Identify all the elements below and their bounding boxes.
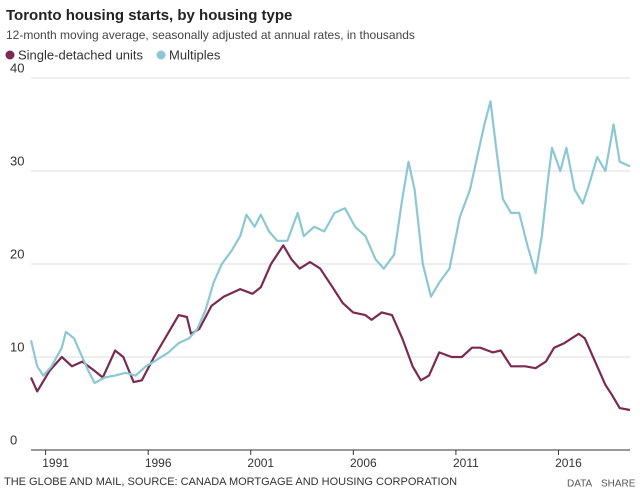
legend-label: Multiples — [169, 47, 221, 62]
y-tick-label: 20 — [10, 246, 24, 261]
y-tick-label: 0 — [10, 432, 17, 447]
y-tick-label: 40 — [10, 60, 24, 75]
x-tick-label: 1991 — [42, 456, 69, 470]
chart-title: Toronto housing starts, by housing type — [6, 7, 292, 24]
legend-marker — [156, 50, 166, 60]
data-button[interactable]: DATA — [567, 479, 593, 490]
legend-label: Single-detached units — [18, 47, 144, 62]
x-tick-label: 2006 — [350, 456, 377, 470]
x-tick-label: 2016 — [555, 456, 582, 470]
y-tick-label: 30 — [10, 153, 24, 168]
x-tick-label: 2001 — [247, 456, 274, 470]
chart-subtitle: 12-month moving average, seasonally adju… — [6, 28, 415, 42]
share-button[interactable]: SHARE — [601, 479, 636, 490]
x-tick-label: 1996 — [145, 456, 172, 470]
x-tick-label: 2011 — [453, 456, 479, 470]
legend-marker — [5, 50, 15, 60]
series-line — [29, 244, 631, 412]
series-line — [29, 100, 631, 385]
source: THE GLOBE AND MAIL, SOURCE: CANADA MORTG… — [4, 476, 457, 488]
y-tick-label: 10 — [10, 339, 24, 354]
